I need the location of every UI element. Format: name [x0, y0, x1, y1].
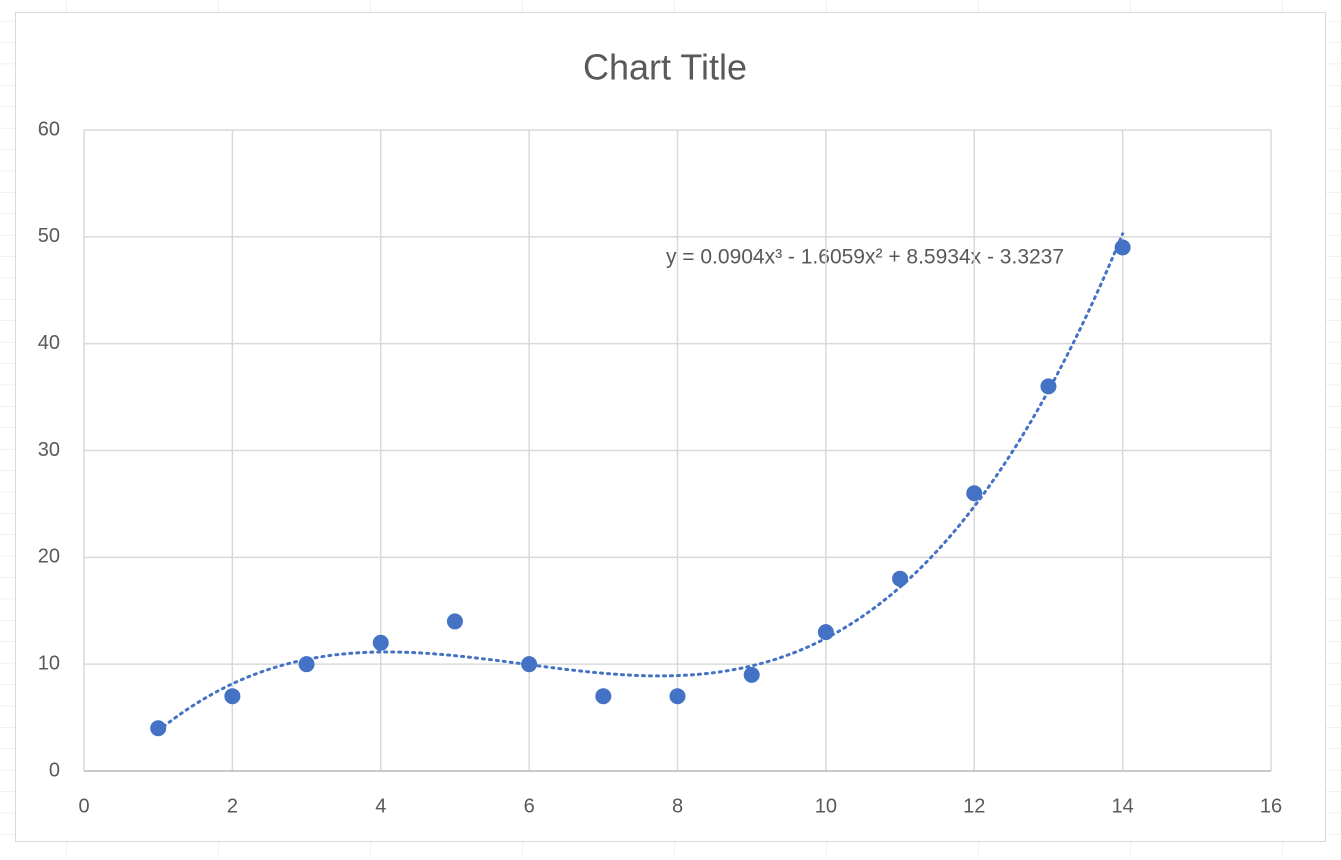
- point: [743, 666, 760, 683]
- point: [595, 688, 612, 705]
- point: [669, 688, 686, 705]
- point: [892, 570, 909, 587]
- x-tick-label: 8: [672, 795, 683, 817]
- point: [298, 656, 315, 673]
- x-tick-label: 14: [1112, 795, 1134, 817]
- x-tick-label: 0: [78, 795, 89, 817]
- point: [817, 624, 834, 641]
- x-tick-label: 12: [963, 795, 985, 817]
- x-tick-label: 16: [1260, 795, 1282, 817]
- x-tick-label: 10: [815, 795, 837, 817]
- chart-title: Chart Title: [583, 47, 747, 88]
- chart-area: [15, 12, 1326, 842]
- x-tick-label: 4: [375, 795, 386, 817]
- point: [1040, 378, 1057, 395]
- y-tick-label: 20: [38, 546, 60, 568]
- y-tick-label: 50: [38, 225, 60, 247]
- x-tick-label: 6: [524, 795, 535, 817]
- x-tick-label: 2: [227, 795, 238, 817]
- y-tick-label: 40: [38, 332, 60, 354]
- y-tick-label: 0: [49, 759, 60, 781]
- point: [446, 613, 463, 630]
- point: [224, 688, 241, 705]
- y-tick-label: 60: [38, 118, 60, 140]
- y-tick-label: 30: [38, 439, 60, 461]
- trendline-equation: y = 0.0904x³ - 1.6059x² + 8.5934x - 3.32…: [666, 246, 1064, 269]
- point: [966, 485, 983, 502]
- point: [372, 634, 389, 651]
- point: [150, 720, 167, 737]
- point: [521, 656, 538, 673]
- y-tick-label: 10: [38, 652, 60, 674]
- point: [1114, 239, 1131, 256]
